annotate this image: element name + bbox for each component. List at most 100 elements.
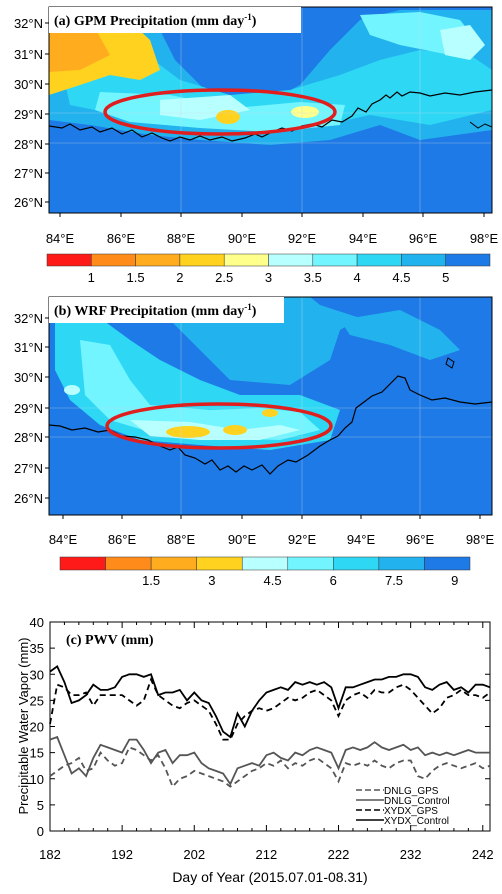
series-line-xydx-gps bbox=[49, 677, 491, 741]
colorbar-a: 1 1.5 2 2.5 3 3.5 4 4.5 5 bbox=[46, 253, 491, 285]
colorbar-swatch bbox=[150, 556, 197, 571]
lon-tick-label: 94°E bbox=[349, 231, 378, 246]
colorbar-swatch bbox=[135, 253, 181, 267]
panel-b-title: (b) WRF Precipitation (mm day-1) bbox=[54, 302, 257, 319]
precip-spot-2 bbox=[216, 110, 240, 124]
lon-tick-label: 92°E bbox=[288, 231, 317, 246]
panel-a-title: (a) GPM Precipitation (mm day-1) bbox=[54, 12, 257, 29]
precip-spot-ne bbox=[440, 25, 485, 60]
y-tick-label: 5 bbox=[37, 798, 44, 813]
colorbar-label: 4 bbox=[353, 270, 360, 285]
x-tick-label: 232 bbox=[400, 847, 422, 862]
colorbar-swatch bbox=[196, 556, 243, 571]
highlight-ellipse-a bbox=[103, 88, 337, 136]
lat-tick-label: 30°N bbox=[14, 370, 43, 385]
colorbar-b: 1.5 3 4.5 6 7.5 9 bbox=[59, 556, 471, 588]
colorbar-label: 3 bbox=[208, 573, 215, 588]
lat-tick-label: 32°N bbox=[14, 311, 43, 326]
legend-label: DNLG_GPS bbox=[384, 786, 439, 797]
x-axis-label: Day of Year (2015.07.01-08.31) bbox=[172, 869, 367, 885]
colorbar-label: 1.5 bbox=[127, 270, 145, 285]
lon-tick-label: 92°E bbox=[288, 532, 317, 547]
colorbar-label: 1 bbox=[88, 270, 95, 285]
lat-tick-label: 30°N bbox=[14, 77, 43, 92]
panel-b-map: (b) WRF Precipitation (mm day-1) 32°N 31°… bbox=[14, 296, 494, 547]
colorbar-swatch bbox=[223, 253, 269, 267]
precip-spot-3 bbox=[291, 106, 319, 118]
colorbar-label: 3 bbox=[265, 270, 272, 285]
colorbar-swatch bbox=[312, 253, 358, 267]
y-tick-label: 35 bbox=[30, 641, 44, 656]
lat-tick-label: 29°N bbox=[14, 401, 43, 416]
y-tick-label: 10 bbox=[30, 772, 44, 787]
colorbar-label: 5 bbox=[442, 270, 449, 285]
lat-labels-a: 32°N 31°N 30°N 29°N 28°N 27°N 26°N bbox=[14, 16, 49, 210]
series-line-dnlg-gps bbox=[49, 746, 491, 789]
lat-tick-label: 31°N bbox=[14, 47, 43, 62]
lon-tick-label: 96°E bbox=[409, 231, 438, 246]
lon-labels-b: 84°E 86°E 88°E 90°E 92°E 94°E 96°E 98°E bbox=[49, 515, 494, 547]
lon-tick-label: 98°E bbox=[470, 231, 499, 246]
series-line-xydx-control bbox=[49, 665, 491, 739]
lat-tick-label: 27°N bbox=[14, 461, 43, 476]
colorbar-swatch bbox=[59, 556, 106, 571]
colorbar-label: 6 bbox=[330, 573, 337, 588]
x-tick-label: 222 bbox=[328, 847, 350, 862]
lat-labels-b: 32°N 31°N 30°N 29°N 28°N 27°N 26°N bbox=[14, 311, 49, 506]
colorbar-swatch bbox=[378, 556, 425, 571]
colorbar-label: 1.5 bbox=[142, 573, 160, 588]
y-tick-label: 20 bbox=[30, 720, 44, 735]
colorbar-swatch bbox=[268, 253, 314, 267]
colorbar-swatch bbox=[241, 556, 289, 571]
lon-tick-label: 90°E bbox=[228, 231, 257, 246]
lon-labels-a: 84°E 86°E 88°E 90°E 92°E 94°E 96°E 98°E bbox=[46, 213, 499, 246]
lat-tick-label: 28°N bbox=[14, 430, 43, 445]
precip-spot-b-2 bbox=[223, 425, 247, 435]
chart-plot-area bbox=[49, 621, 491, 832]
colorbar-label: 3.5 bbox=[304, 270, 322, 285]
y-tick-label: 15 bbox=[30, 746, 44, 761]
y-tick-label: 30 bbox=[30, 667, 44, 682]
highlight-ellipse-b bbox=[105, 402, 333, 450]
colorbar-label: 9 bbox=[451, 573, 458, 588]
precip-spot-b-1 bbox=[166, 426, 210, 438]
lat-tick-label: 32°N bbox=[14, 16, 43, 31]
colorbar-label: 4.5 bbox=[392, 270, 410, 285]
colorbar-swatch bbox=[287, 556, 334, 571]
legend-label: XYDX_GPS bbox=[384, 806, 438, 817]
colorbar-swatch bbox=[445, 253, 491, 267]
precip-spot-b-3 bbox=[262, 409, 278, 417]
y-tick-label: 25 bbox=[30, 693, 44, 708]
colorbar-label: 4.5 bbox=[264, 573, 282, 588]
colorbar-label: 2 bbox=[176, 270, 183, 285]
series-line-dnlg-control bbox=[49, 735, 490, 786]
lat-tick-label: 26°N bbox=[14, 195, 43, 210]
y-tick-label: 40 bbox=[30, 615, 44, 630]
lat-tick-label: 31°N bbox=[14, 340, 43, 355]
lat-tick-label: 28°N bbox=[14, 137, 43, 152]
colorbar-label: 2.5 bbox=[215, 270, 233, 285]
lat-tick-label: 29°N bbox=[14, 107, 43, 122]
lat-tick-label: 26°N bbox=[14, 491, 43, 506]
map-a-grid bbox=[49, 7, 492, 213]
precip-zone-2 bbox=[49, 28, 110, 72]
x-tick-label: 202 bbox=[183, 847, 205, 862]
x-axis: 182 192 202 212 222 232 242 bbox=[39, 622, 494, 862]
precip-zone-b-5 bbox=[340, 310, 460, 360]
title-box-b bbox=[49, 297, 284, 323]
lon-tick-label: 86°E bbox=[107, 231, 136, 246]
lon-tick-label: 84°E bbox=[46, 231, 75, 246]
legend-label: XYDX_Control bbox=[384, 816, 449, 827]
colorbar-swatch bbox=[356, 253, 402, 267]
precip-spot-b-4 bbox=[64, 385, 80, 395]
x-tick-label: 242 bbox=[472, 847, 494, 862]
colorbar-swatch bbox=[424, 556, 471, 571]
y-axis-label: Precipitable Water Vapor (mm) bbox=[16, 638, 31, 815]
colorbar-swatch bbox=[91, 253, 136, 267]
precip-zone-b-3 bbox=[80, 340, 320, 440]
x-tick-label: 192 bbox=[111, 847, 133, 862]
chart-series bbox=[49, 665, 491, 789]
colorbar-swatch bbox=[179, 253, 225, 267]
